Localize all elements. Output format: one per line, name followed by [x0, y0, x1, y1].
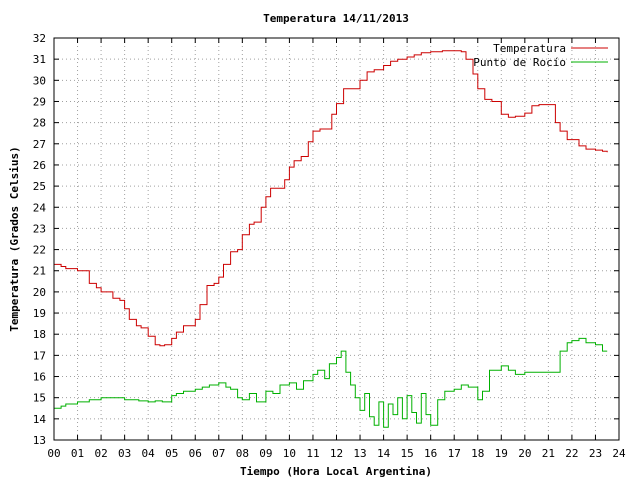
x-tick-label: 16 [424, 447, 437, 460]
y-tick-label: 22 [33, 244, 46, 257]
x-tick-label: 04 [142, 447, 156, 460]
x-tick-label: 19 [495, 447, 508, 460]
y-tick-label: 21 [33, 265, 46, 278]
x-tick-label: 00 [47, 447, 60, 460]
y-tick-label: 19 [33, 307, 46, 320]
series-line-punto-de-rocio [54, 337, 608, 428]
x-tick-label: 14 [377, 447, 391, 460]
chart-title: Temperatura 14/11/2013 [263, 12, 409, 25]
x-tick-label: 20 [518, 447, 531, 460]
x-tick-label: 24 [612, 447, 626, 460]
x-tick-label: 01 [71, 447, 84, 460]
x-axis-label: Tiempo (Hora Local Argentina) [240, 465, 432, 478]
plot-frame [53, 37, 620, 441]
y-tick-label: 13 [33, 434, 46, 447]
y-tick-label: 24 [33, 201, 47, 214]
y-tick-label: 26 [33, 159, 46, 172]
x-tick-label: 10 [283, 447, 296, 460]
x-tick-label: 07 [212, 447, 225, 460]
x-tick-label: 09 [259, 447, 272, 460]
y-tick-label: 27 [33, 138, 46, 151]
y-tick-label: 29 [33, 95, 46, 108]
y-tick-label: 16 [33, 371, 46, 384]
y-tick-label: 17 [33, 349, 46, 362]
x-tick-label: 22 [565, 447, 578, 460]
y-tick-label: 14 [33, 413, 47, 426]
x-tick-label: 03 [118, 447, 131, 460]
y-tick-label: 20 [33, 286, 46, 299]
x-tick-label: 17 [448, 447, 461, 460]
y-tick-label: 15 [33, 392, 46, 405]
x-tick-label: 23 [589, 447, 602, 460]
y-tick-label: 28 [33, 117, 46, 130]
y-tick-label: 32 [33, 32, 46, 45]
x-tick-label: 21 [542, 447, 555, 460]
series-line-temperatura [54, 50, 608, 347]
x-tick-label: 13 [353, 447, 366, 460]
y-tick-label: 25 [33, 180, 46, 193]
x-tick-label: 05 [165, 447, 178, 460]
y-axis-label: Temperatura (Grados Celsius) [8, 146, 21, 331]
x-tick-label: 15 [401, 447, 414, 460]
axis-ticks: 13 14 15 16 17 18 19 20 21 22 23 24 25 26 27 28 29 30 31 32… [33, 32, 626, 460]
y-tick-label: 18 [33, 328, 46, 341]
x-tick-label: 11 [306, 447, 319, 460]
y-tick-label: 31 [33, 53, 46, 66]
grid [54, 38, 619, 440]
x-tick-label: 12 [330, 447, 343, 460]
x-tick-label: 02 [94, 447, 107, 460]
x-tick-label: 18 [471, 447, 484, 460]
legend-label: Punto de Rocío [473, 56, 566, 69]
x-tick-label: 08 [236, 447, 249, 460]
legend-label: Temperatura [493, 42, 566, 55]
x-tick-label: 06 [189, 447, 202, 460]
y-tick-label: 30 [33, 74, 46, 87]
y-tick-label: 23 [33, 222, 46, 235]
series-lines [54, 50, 608, 428]
